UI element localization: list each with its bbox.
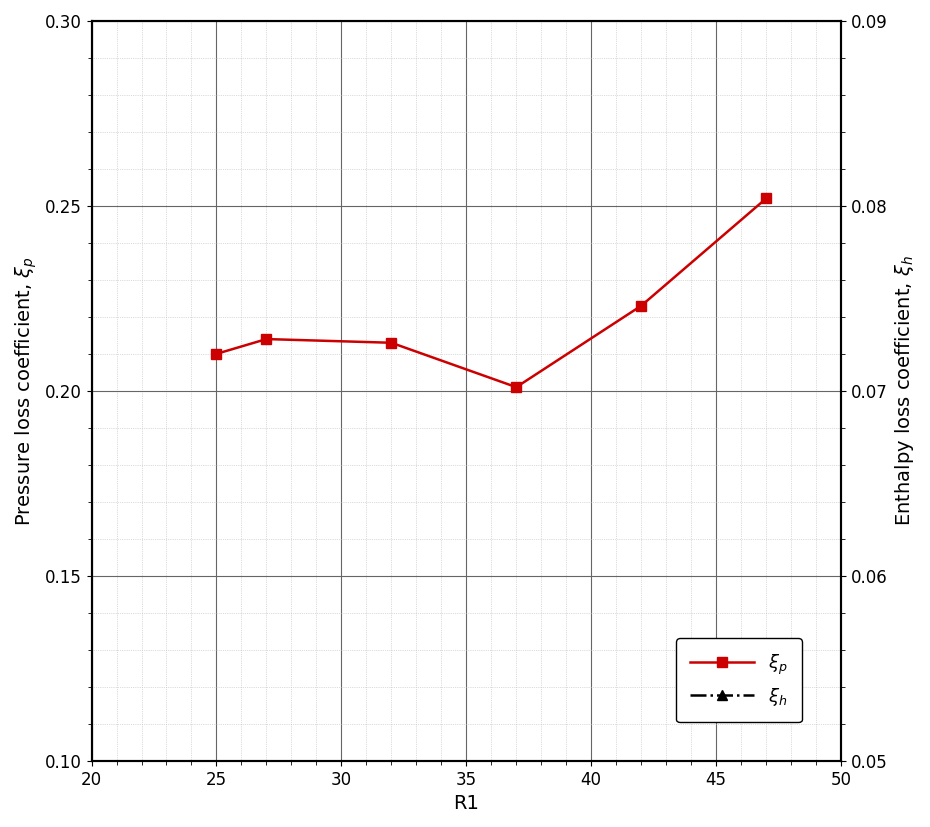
$\xi_p$: [211, 349, 222, 359]
Legend: $\xi_p$, $\xi_h$: $\xi_p$, $\xi_h$: [676, 638, 802, 722]
$\xi_p$: [511, 382, 522, 392]
Y-axis label: Pressure loss coefficient, $\xi_p$: Pressure loss coefficient, $\xi_p$: [14, 256, 39, 526]
Line: $\xi_p$: $\xi_p$: [212, 194, 771, 392]
X-axis label: R1: R1: [453, 794, 479, 813]
Y-axis label: Enthalpy loss coefficient, $\xi_h$: Enthalpy loss coefficient, $\xi_h$: [893, 256, 916, 526]
$\xi_p$: [386, 337, 397, 347]
$\xi_p$: [635, 301, 646, 311]
$\xi_p$: [260, 334, 272, 344]
$\xi_p$: [761, 194, 772, 203]
